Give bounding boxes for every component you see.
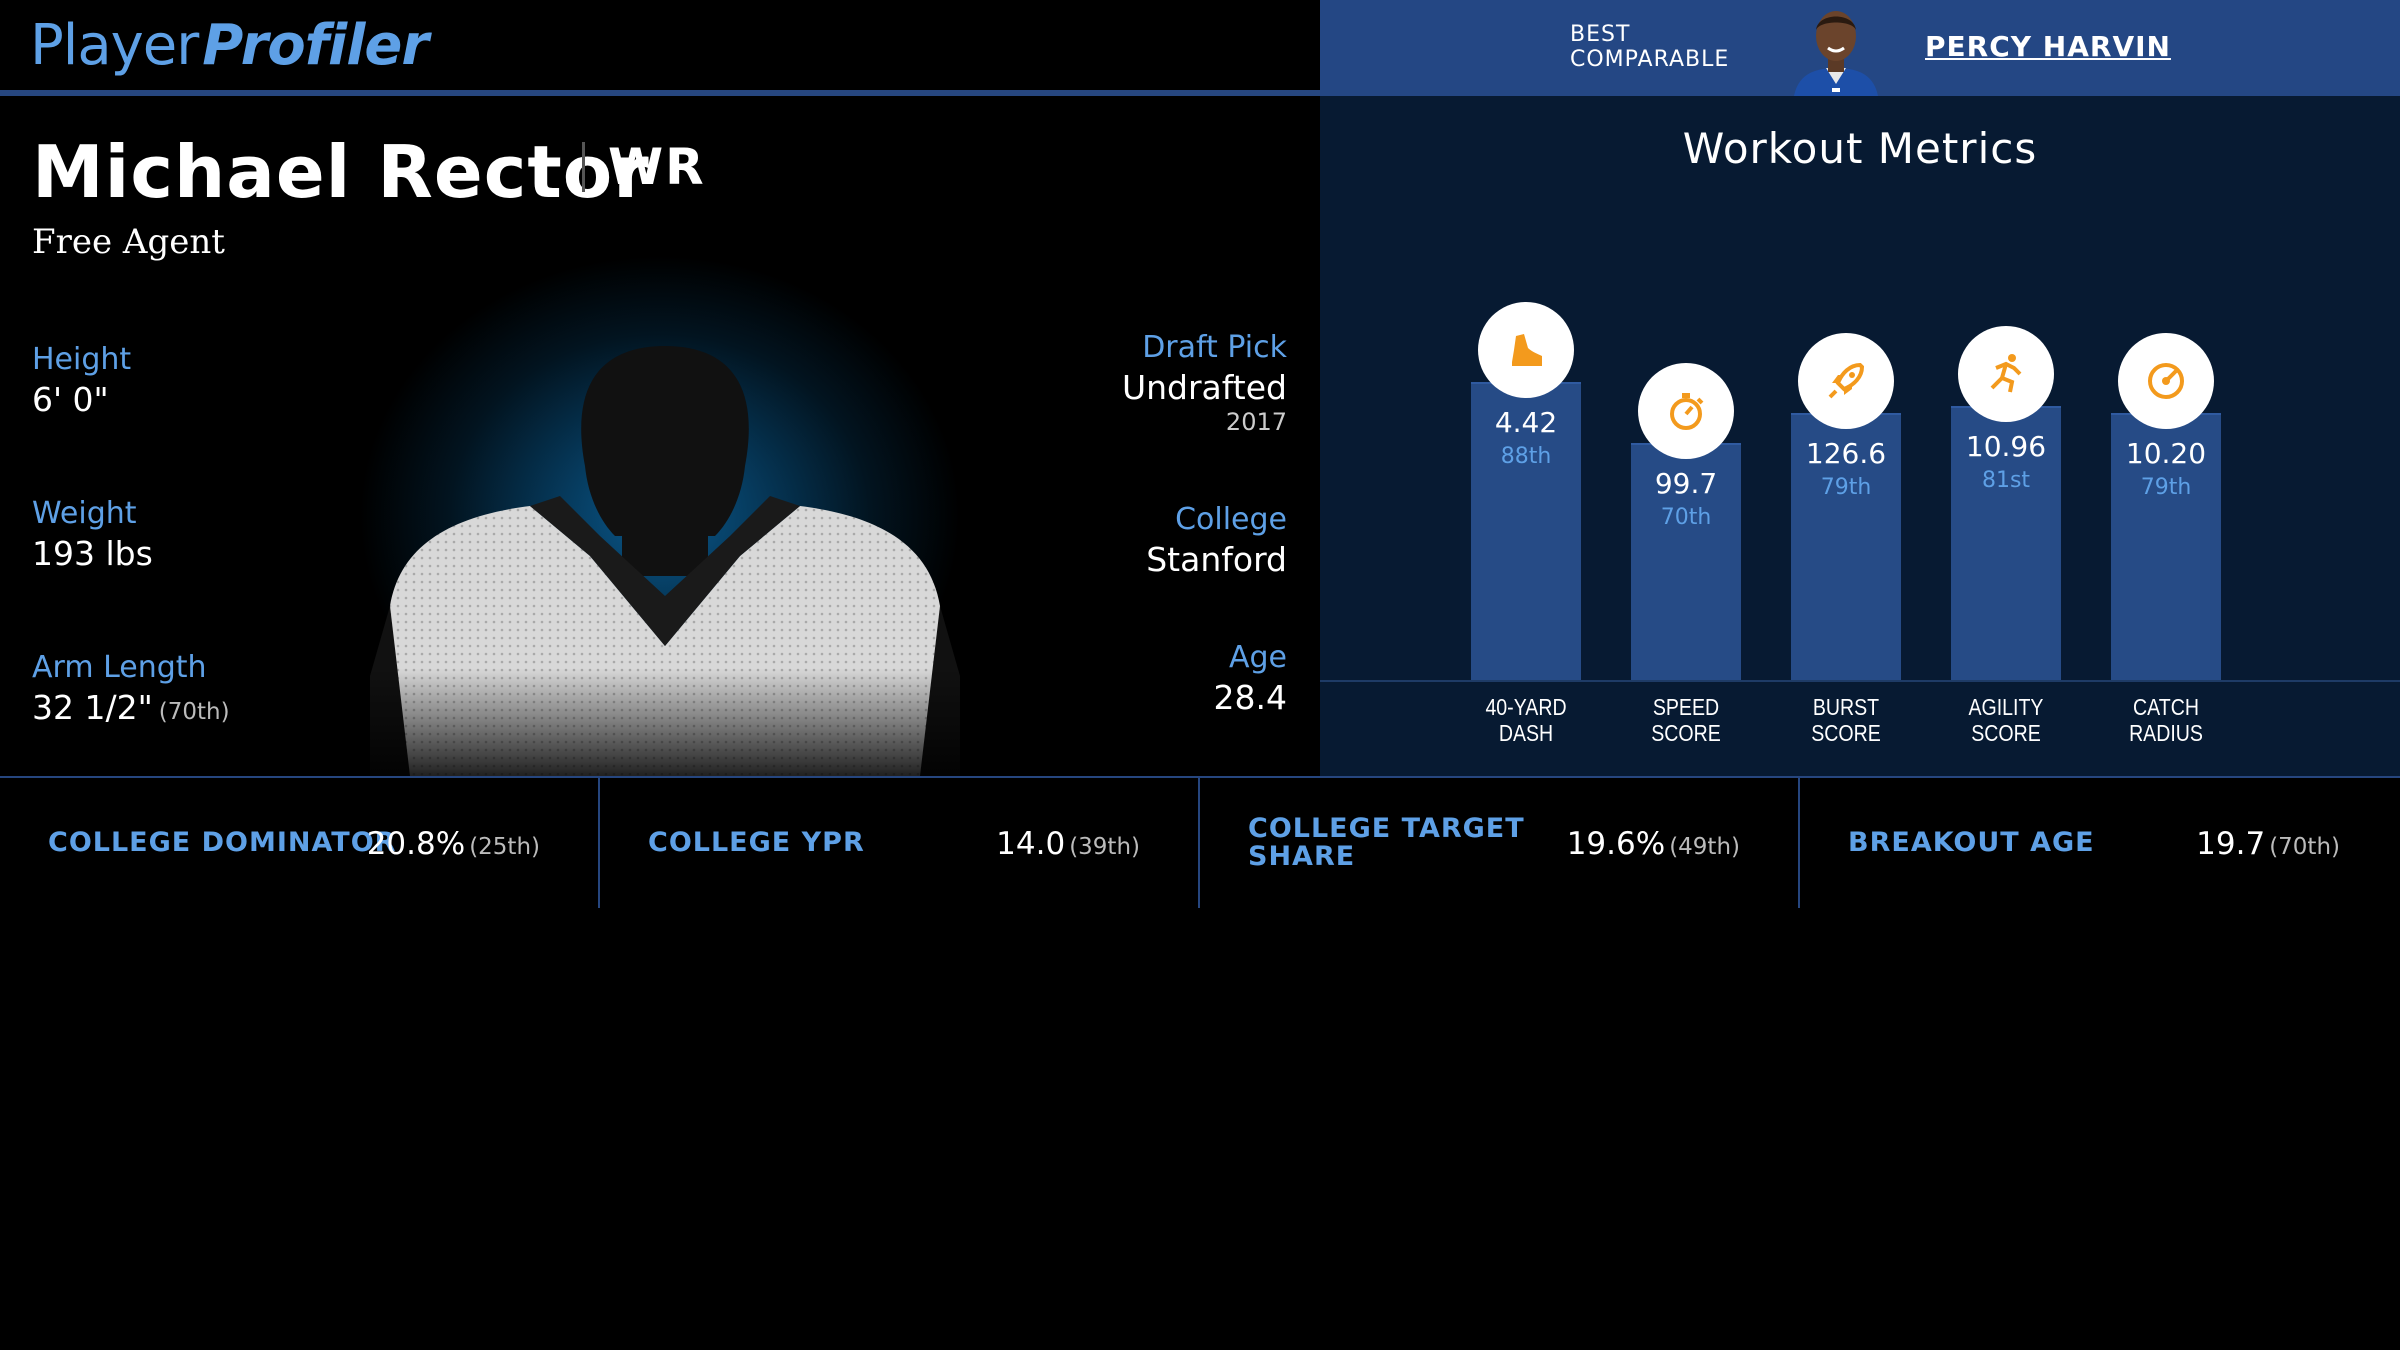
bar-value-label: 10.20 (2125, 436, 2207, 470)
draft-year: 2017 (1225, 408, 1287, 436)
player-position: WR (608, 138, 706, 196)
bar-category-label-line: DASH (1498, 720, 1554, 746)
bar-category-label: BURST SCORE (1778, 694, 1914, 746)
metric-college-target-share[interactable]: COLLEGE TARGET SHARE 19.6% (49th) (1200, 778, 1800, 908)
metric-label: COLLEGE YPR (648, 827, 865, 858)
metric-percentile: (49th) (1669, 834, 1740, 860)
metric-number: 19.7 (2196, 826, 2266, 862)
height-label: Height (32, 342, 132, 377)
player-profile-panel: Michael Rector WR Free Agent Height 6' 0… (0, 96, 1320, 776)
logo-text-player: Player (30, 13, 199, 78)
metric-percentile: (70th) (2269, 834, 2340, 860)
header-bar: PlayerProfiler (0, 0, 1320, 90)
bar-category-label-line: SCORE (1651, 720, 1721, 746)
rocket-icon (1798, 332, 1894, 429)
weight-value: 193 lbs (32, 534, 153, 573)
metric-value: 19.7 (70th) (2196, 826, 2340, 862)
bar-category-label: 40-YARD DASH (1458, 694, 1594, 746)
bar-category-label-line: RADIUS (2129, 720, 2203, 746)
bar-percentile-label: 81st (1981, 468, 2031, 494)
metric-label: COLLEGE DOMINATOR (48, 827, 397, 858)
metric-label: COLLEGE TARGET SHARE (1248, 813, 1525, 872)
metric-number: 14.0 (996, 826, 1066, 862)
metric-percentile: (39th) (1069, 834, 1140, 860)
arm-length-value: 32 1/2" (70th) (32, 688, 230, 727)
chart-baseline (1320, 680, 2400, 682)
draft-pick-value: Undrafted (1121, 368, 1287, 407)
metric-value: 20.8% (25th) (367, 826, 540, 862)
bar-category-label-line: SCORE (1971, 720, 2041, 746)
weight-label: Weight (32, 496, 137, 531)
chart-bar[interactable] (2111, 412, 2221, 680)
bar-value-label: 4.42 (1494, 406, 1558, 440)
header-divider (0, 90, 1320, 96)
bar-percentile-label: 70th (1660, 505, 1712, 531)
metric-divider (598, 778, 600, 908)
player-silhouette-image (370, 346, 960, 776)
chart-bar[interactable] (1471, 382, 1581, 680)
player-status: Free Agent (32, 222, 225, 262)
best-comparable-label: BEST COMPARABLE (1570, 22, 1729, 72)
bar-percentile-label: 88th (1500, 444, 1552, 470)
metric-number: 19.6% (1566, 826, 1666, 862)
metric-divider (1198, 778, 1200, 908)
bar-percentile-label: 79th (2140, 474, 2192, 500)
bar-category-label-line: CATCH (2133, 694, 2199, 720)
college-value: Stanford (1146, 540, 1287, 579)
metric-percentile: (25th) (469, 834, 540, 860)
bar-category-label-line: BURST (1812, 694, 1880, 720)
target-icon (2118, 332, 2214, 429)
arm-length-percentile: (70th) (158, 699, 230, 725)
metric-value: 19.6% (49th) (1567, 826, 1740, 862)
bar-category-label-line: 40-YARD (1485, 694, 1567, 720)
bar-category-label: SPEED SCORE (1618, 694, 1754, 746)
arm-length-label: Arm Length (32, 650, 207, 685)
best-comparable-link[interactable]: PERCY HARVIN (1925, 30, 2171, 63)
bar-category-label: CATCH RADIUS (2098, 694, 2234, 746)
height-value: 6' 0" (32, 380, 109, 419)
bar-category-label-line: SPEED (1652, 694, 1720, 720)
metric-divider (1798, 778, 1800, 908)
comparable-player-avatar[interactable] (1788, 4, 1884, 96)
age-value: 28.4 (1213, 678, 1287, 717)
bar-category-label-line: SCORE (1811, 720, 1881, 746)
bar-category-label-line: AGILITY (1968, 694, 2044, 720)
workout-metrics-chart: 4.42 88th 40-YARD DASH 99.7 70th SPEED SCORE 126… (1320, 96, 2400, 776)
metric-breakout-age[interactable]: BREAKOUT AGE 19.7 (70th) (1800, 778, 2400, 908)
arm-length-number: 32 1/2" (32, 688, 153, 727)
draft-pick-label: Draft Pick (1142, 330, 1287, 365)
shoe-icon (1478, 302, 1574, 399)
stopwatch-icon (1638, 363, 1734, 460)
workout-metrics-title: Workout Metrics (1682, 124, 2038, 173)
college-metrics-row: COLLEGE DOMINATOR 20.8% (25th) COLLEGE YP… (0, 776, 2400, 908)
metric-number: 20.8% (366, 826, 466, 862)
metric-college-ypr[interactable]: COLLEGE YPR 14.0 (39th) (600, 778, 1200, 908)
college-label: College (1175, 502, 1287, 537)
best-comparable-label-line2: COMPARABLE (1570, 47, 1730, 72)
bar-value-label: 126.6 (1805, 436, 1887, 470)
best-comparable-label-line1: BEST (1570, 22, 1631, 47)
bar-value-label: 10.96 (1965, 430, 2047, 464)
metric-label: BREAKOUT AGE (1848, 827, 2095, 858)
metric-value: 14.0 (39th) (996, 826, 1140, 862)
bar-percentile-label: 79th (1820, 474, 1872, 500)
workout-metrics-panel: Workout Metrics 4.42 88th 40-YARD DASH 99.7 7… (1320, 96, 2400, 776)
logo-text-profiler: Profiler (202, 13, 429, 78)
player-name: Michael Rector (32, 130, 650, 214)
bar-value-label: 99.7 (1654, 467, 1718, 501)
bar-category-label: AGILITY SCORE (1938, 694, 2074, 746)
age-label: Age (1228, 640, 1287, 675)
metric-college-dominator[interactable]: COLLEGE DOMINATOR 20.8% (25th) (0, 778, 600, 908)
chart-bar[interactable] (1791, 412, 1901, 680)
best-comparable-banner: BEST COMPARABLE PERCY HARVIN (1320, 0, 2400, 96)
playerprofiler-logo[interactable]: PlayerProfiler (30, 12, 429, 80)
name-position-divider (582, 142, 585, 192)
runner-icon (1958, 326, 2054, 423)
